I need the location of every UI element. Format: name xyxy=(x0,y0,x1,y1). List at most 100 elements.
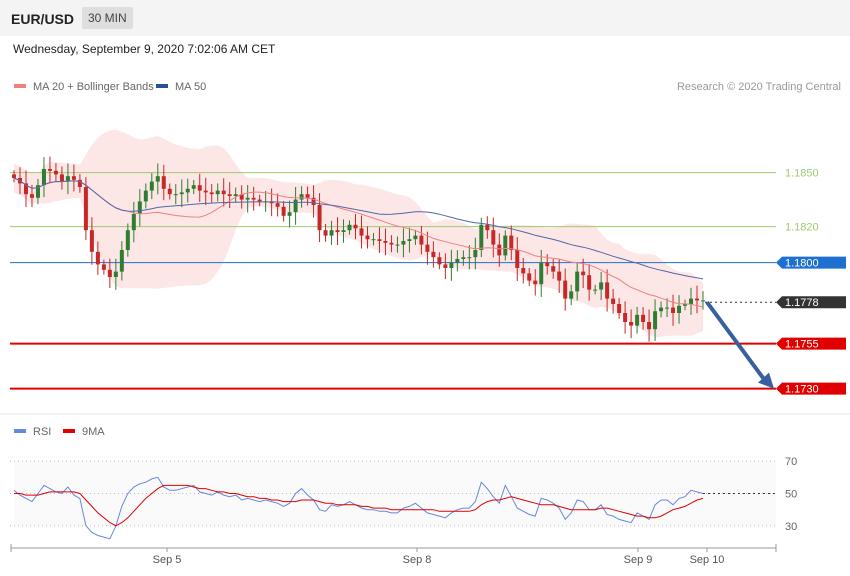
candle-body xyxy=(455,259,460,263)
candle-body xyxy=(683,304,688,306)
candle-body xyxy=(71,176,76,180)
candle-body xyxy=(83,187,88,231)
candle-body xyxy=(671,307,676,313)
candle-body xyxy=(245,197,250,200)
candle-body xyxy=(515,250,520,268)
level-tag-1.1778 xyxy=(776,296,846,309)
ma9-legend-swatch xyxy=(63,429,75,433)
candle-body xyxy=(305,194,310,198)
candle-body xyxy=(155,176,160,182)
candle-body xyxy=(359,228,364,236)
candle-body xyxy=(563,280,568,299)
ma20-legend-swatch xyxy=(14,84,26,88)
candle-body xyxy=(599,282,604,290)
candle-body xyxy=(101,264,106,270)
ma50-line xyxy=(13,177,704,280)
rsi-legend-swatch xyxy=(14,429,26,433)
candle-body xyxy=(389,242,394,245)
candle-body xyxy=(35,185,40,198)
candle-body xyxy=(221,190,226,195)
candle-body xyxy=(125,230,130,250)
rsi-tick-30: 30 xyxy=(785,521,797,533)
candle-body xyxy=(659,307,664,312)
candle-body xyxy=(467,257,472,259)
candle-body xyxy=(497,244,502,256)
rsi-tick-70: 70 xyxy=(785,456,797,468)
candle-body xyxy=(701,300,705,302)
candle-body xyxy=(677,305,682,313)
candle-body xyxy=(215,190,220,195)
candle-body xyxy=(77,179,82,187)
candle-body xyxy=(605,282,610,299)
candle-body xyxy=(95,251,100,265)
candle-body xyxy=(335,230,340,232)
level-label-1.1755: 1.1755 xyxy=(785,339,819,351)
candle-body xyxy=(611,298,616,304)
candle-body xyxy=(233,194,238,196)
candle-body xyxy=(299,194,304,200)
chart-header: EUR/USD 30 MIN xyxy=(0,0,850,36)
candle-body xyxy=(545,262,550,267)
candle-body xyxy=(131,214,136,231)
level-label-1.1850: 1.1850 xyxy=(785,168,819,180)
candle-body xyxy=(41,169,46,186)
instrument-pair: EUR/USD xyxy=(11,11,75,27)
candle-body xyxy=(641,314,646,322)
ma50-legend-label: MA 50 xyxy=(175,81,206,93)
candle-body xyxy=(251,197,256,200)
candle-body xyxy=(47,169,52,171)
candle-body xyxy=(341,230,346,232)
candle-body xyxy=(593,289,598,291)
candle-body xyxy=(695,298,700,301)
level-label-1.1800: 1.1800 xyxy=(785,258,819,270)
candle-body xyxy=(137,201,142,214)
candle-body xyxy=(587,275,592,290)
ma9-legend-label: 9MA xyxy=(82,426,105,438)
candle-body xyxy=(413,235,418,240)
candle-body xyxy=(89,230,94,252)
candle-body xyxy=(29,194,34,198)
candle-body xyxy=(569,291,574,299)
candle-body xyxy=(293,199,298,213)
candle-body xyxy=(317,205,322,231)
credit-label: Research © 2020 Trading Central xyxy=(677,81,841,93)
candle-body xyxy=(257,199,262,202)
candle-body xyxy=(491,230,496,245)
candle-body xyxy=(479,224,484,250)
candle-body xyxy=(377,239,382,241)
candle-body xyxy=(449,262,454,268)
candle-body xyxy=(431,251,436,258)
candle-body xyxy=(407,239,412,241)
candle-body xyxy=(437,257,442,265)
candle-body xyxy=(629,322,634,326)
candle-body xyxy=(191,185,196,189)
level-tag-1.1755 xyxy=(776,337,846,350)
candle-body xyxy=(653,311,658,330)
candle-body xyxy=(635,314,640,326)
candle-body xyxy=(401,241,406,245)
candle-body xyxy=(581,271,586,276)
candle-body xyxy=(275,203,280,207)
rsi-legend-label: RSI xyxy=(33,426,51,438)
candle-body xyxy=(689,298,694,304)
forecast-arrow-head xyxy=(758,372,774,389)
candle-body xyxy=(143,190,148,202)
candle-body xyxy=(665,307,670,309)
level-label-1.1778: 1.1778 xyxy=(785,297,819,309)
candle-body xyxy=(59,174,64,182)
candle-body xyxy=(503,235,508,256)
candle-body xyxy=(12,174,16,178)
candle-body xyxy=(533,280,538,285)
rsi-series-RSI xyxy=(13,476,704,540)
timeframe-badge[interactable]: 30 MIN xyxy=(82,7,133,29)
candle-body xyxy=(23,183,28,195)
candle-body xyxy=(383,241,388,243)
candle-body xyxy=(173,194,178,196)
candle-body xyxy=(395,244,400,246)
candle-body xyxy=(647,322,652,330)
x-tick-label: Sep 9 xyxy=(624,554,653,566)
candle-body xyxy=(239,194,244,200)
level-label-1.1730: 1.1730 xyxy=(785,384,819,396)
